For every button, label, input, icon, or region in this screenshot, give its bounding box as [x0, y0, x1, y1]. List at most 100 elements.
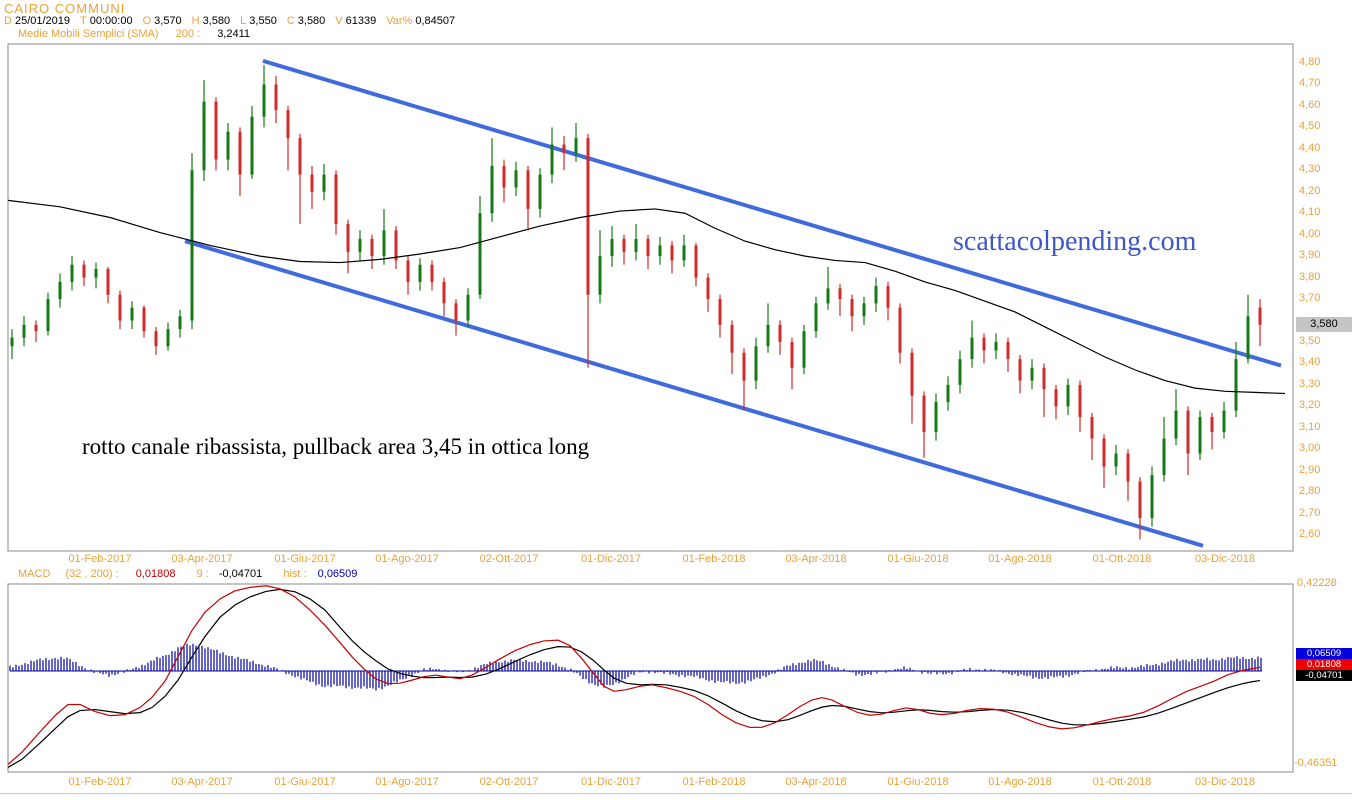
- candle-body: [454, 303, 458, 321]
- macd-signal-value: -0,04701: [218, 568, 263, 580]
- candle-body: [622, 238, 626, 252]
- candle-body: [1090, 417, 1094, 439]
- date-tick: 01-Ott-2018: [1092, 776, 1152, 788]
- date-tick: 01-Dic-2017: [581, 776, 641, 788]
- candle-body: [658, 245, 662, 257]
- macd-marker-hist: 0,06509: [1296, 647, 1352, 659]
- price-tick: 3,90: [1299, 249, 1321, 262]
- candle-body: [922, 395, 926, 433]
- macd-marker-signal: -0,04701: [1296, 669, 1352, 681]
- candle-body: [442, 281, 446, 304]
- channel-upper-line: [262, 58, 1282, 368]
- quote-value: 3,580: [297, 15, 326, 27]
- quote-key: O: [142, 15, 152, 27]
- candle-body: [10, 337, 14, 347]
- date-tick: 02-Ott-2017: [479, 553, 539, 565]
- candle-body: [742, 352, 746, 381]
- date-tick: 01-Feb-2017: [68, 553, 132, 565]
- candle-body: [238, 131, 242, 175]
- candle-body: [538, 174, 542, 209]
- date-tick: 01-Ott-2018: [1092, 553, 1152, 565]
- candle-body: [802, 331, 806, 368]
- candle-body: [1126, 453, 1130, 482]
- price-tick: 4,80: [1299, 56, 1321, 68]
- candle-body: [202, 101, 206, 171]
- candles: [10, 65, 1262, 540]
- candle-body: [754, 346, 758, 381]
- price-tick: 3,30: [1299, 377, 1321, 390]
- candle-body: [430, 264, 434, 282]
- macd-hist-value: 0,06509: [317, 568, 358, 580]
- candle-body: [1054, 389, 1058, 407]
- macd-axis-min: -0,46351: [1294, 757, 1338, 769]
- price-tick: 4,30: [1299, 163, 1321, 176]
- quote-value: 3,550: [249, 15, 277, 27]
- candle-body: [322, 174, 326, 192]
- macd-name: MACD: [18, 568, 51, 580]
- quote-bar: D 25/01/2019 T 00:00:00 O 3,570 H 3,580 L 3,550 C 3…: [4, 15, 465, 27]
- macd-chart-area[interactable]: [8, 584, 1293, 772]
- candle-body: [1234, 359, 1238, 411]
- candle-body: [946, 384, 950, 403]
- date-tick: 03-Apr-2018: [785, 776, 847, 788]
- candle-body: [478, 213, 482, 295]
- date-tick: 01-Giu-2018: [887, 776, 949, 788]
- quote-value: 00:00:00: [89, 15, 133, 27]
- candle-body: [154, 331, 158, 347]
- candle-body: [1102, 438, 1106, 467]
- candle-body: [1222, 410, 1226, 433]
- candle-body: [70, 264, 74, 282]
- candle-body: [1006, 341, 1010, 360]
- candle-body: [1258, 307, 1262, 325]
- date-tick: 01-Ago-2017: [375, 553, 439, 565]
- price-tick: 2,80: [1299, 485, 1321, 498]
- macd-signal-line: [7, 588, 1261, 768]
- candle-body: [310, 174, 314, 192]
- analyst-annotation: rotto canale ribassista, pullback area 3…: [82, 434, 590, 459]
- candle-body: [358, 238, 362, 252]
- candle-body: [178, 316, 182, 330]
- quote-key: C: [286, 15, 295, 27]
- candle-body: [574, 138, 578, 154]
- macd-legend: MACD (32 , 200) : 0,01808 9 : -0,04701 h…: [18, 568, 357, 580]
- quote-key: V: [335, 15, 343, 27]
- quote-key: T: [80, 15, 87, 27]
- candle-body: [970, 337, 974, 360]
- candle-body: [850, 299, 854, 317]
- price-tick: 4,60: [1299, 98, 1321, 111]
- candle-body: [1018, 359, 1022, 381]
- candle-body: [82, 264, 86, 278]
- candle-body: [862, 303, 866, 317]
- price-tick: 4,50: [1299, 120, 1321, 133]
- price-tick: 3,70: [1299, 292, 1321, 305]
- macd-params: (32 , 200) :: [65, 568, 119, 580]
- candle-body: [898, 307, 902, 353]
- date-tick: 02-Ott-2017: [479, 776, 539, 788]
- macd-hist-label: hist :: [283, 568, 307, 580]
- price-tick: 4,00: [1299, 227, 1321, 240]
- candle-body: [226, 131, 230, 160]
- quote-key: D: [4, 15, 12, 27]
- candle-body: [958, 359, 962, 385]
- sma-legend-label: Medie Mobili Semplici (SMA): [18, 28, 159, 40]
- candle-body: [838, 288, 842, 300]
- candle-body: [730, 324, 734, 353]
- macd-axis-max: 0,42228: [1297, 577, 1337, 589]
- last-price-badge: 3,580: [1296, 316, 1352, 332]
- candle-body: [94, 269, 98, 278]
- candle-body: [502, 166, 506, 188]
- candle-body: [250, 116, 254, 175]
- candle-body: [682, 245, 686, 261]
- main-chart-area[interactable]: [8, 44, 1293, 551]
- candle-body: [994, 341, 998, 351]
- price-tick: 3,80: [1299, 270, 1321, 283]
- sma200-line: [7, 199, 1286, 395]
- macd-marker-macd: 0,01808: [1296, 658, 1352, 670]
- candle-body: [34, 324, 38, 332]
- candle-body: [1030, 367, 1034, 381]
- candle-body: [1066, 384, 1070, 407]
- candle-body: [1198, 417, 1202, 454]
- candle-body: [490, 166, 494, 214]
- watermark: scattacolpending.com: [953, 226, 1197, 257]
- price-tick: 3,50: [1299, 334, 1321, 347]
